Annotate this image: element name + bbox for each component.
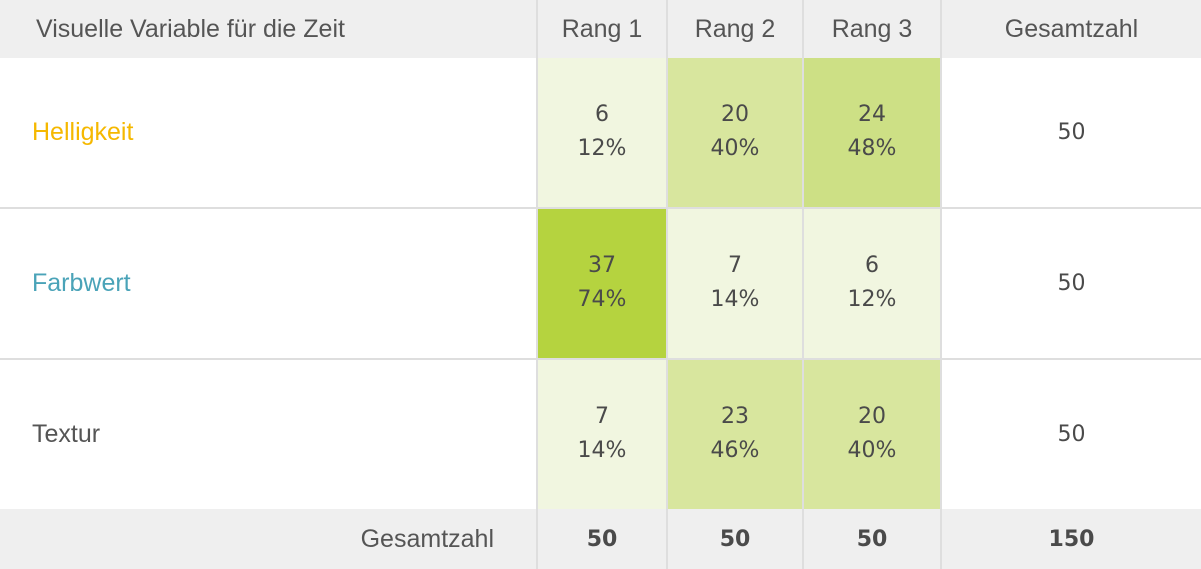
cell-count: 6	[865, 253, 879, 279]
header-row: Visuelle Variable für die Zeit Rang 1 Ra…	[0, 0, 1201, 58]
row-helligkeit: Helligkeit 6 12% 20 40% 24 48% 50	[0, 58, 1201, 209]
cell-percent: 74%	[577, 287, 627, 313]
heat-cell: 6 12%	[802, 206, 942, 360]
row-label: Textur	[0, 357, 538, 509]
header-total: Gesamtzahl	[940, 0, 1201, 58]
cell-count: 7	[728, 253, 742, 279]
footer-grand-total: 150	[940, 509, 1201, 569]
cell-count: 24	[858, 102, 886, 128]
footer-rank-2-total: 50	[666, 509, 804, 569]
header-rank-1: Rang 1	[536, 0, 668, 58]
cell-count: 20	[721, 102, 749, 128]
cell-percent: 48%	[847, 136, 897, 162]
footer-rank-1-total: 50	[536, 509, 668, 569]
cell-percent: 12%	[577, 136, 627, 162]
heat-cell: 7 14%	[536, 357, 668, 509]
cell-count: 7	[595, 404, 609, 430]
heat-cell: 20 40%	[802, 357, 942, 509]
footer-rank-3-total: 50	[802, 509, 942, 569]
heat-cell: 23 46%	[666, 357, 804, 509]
cell-percent: 40%	[710, 136, 760, 162]
cell-percent: 40%	[847, 438, 897, 464]
cell-count: 23	[721, 404, 749, 430]
cell-count: 37	[588, 253, 616, 279]
heat-cell: 7 14%	[666, 206, 804, 360]
cell-percent: 14%	[710, 287, 760, 313]
header-variable: Visuelle Variable für die Zeit	[0, 0, 538, 58]
cell-count: 6	[595, 102, 609, 128]
header-rank-3: Rang 3	[802, 0, 942, 58]
row-farbwert: Farbwert 37 74% 7 14% 6 12% 50	[0, 206, 1201, 360]
heat-cell: 6 12%	[536, 58, 668, 209]
heat-cell: 37 74%	[536, 206, 668, 360]
cell-percent: 14%	[577, 438, 627, 464]
row-total: 50	[940, 357, 1201, 509]
footer-label: Gesamtzahl	[0, 509, 538, 569]
heat-cell: 24 48%	[802, 58, 942, 209]
cell-count: 20	[858, 404, 886, 430]
cell-percent: 12%	[847, 287, 897, 313]
heat-cell: 20 40%	[666, 58, 804, 209]
footer-row: Gesamtzahl 50 50 50 150	[0, 509, 1201, 569]
row-total: 50	[940, 206, 1201, 360]
row-label: Helligkeit	[0, 58, 538, 209]
header-rank-2: Rang 2	[666, 0, 804, 58]
row-total: 50	[940, 58, 1201, 209]
row-label: Farbwert	[0, 206, 538, 360]
cell-percent: 46%	[710, 438, 760, 464]
row-textur: Textur 7 14% 23 46% 20 40% 50	[0, 357, 1201, 509]
